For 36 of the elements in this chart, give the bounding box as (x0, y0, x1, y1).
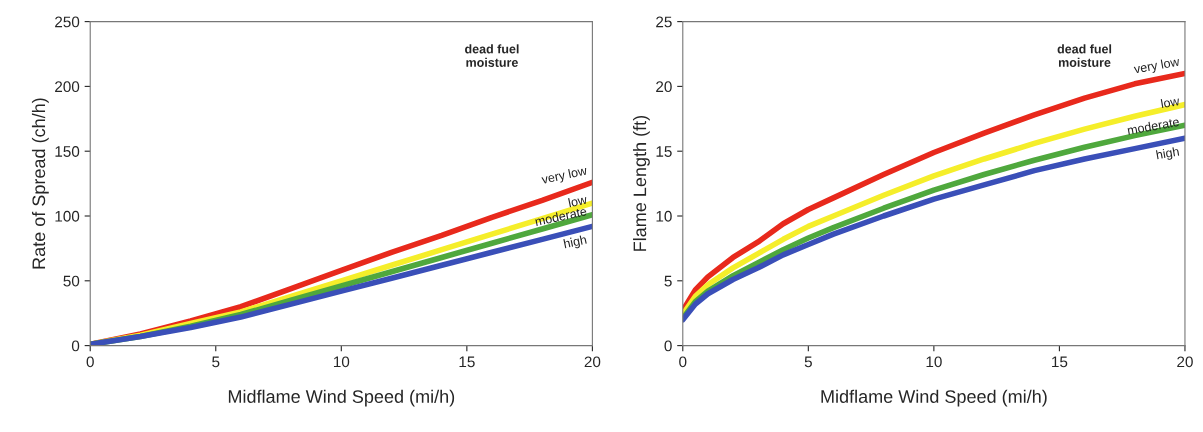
y-tick-label: 15 (656, 146, 672, 157)
x-tick-label: 0 (86, 356, 94, 368)
x-tick-label: 10 (926, 356, 942, 368)
x-tick-label: 20 (1177, 356, 1193, 368)
text: moderate (1127, 116, 1180, 135)
text: low (1160, 96, 1181, 109)
y-tick-label: 200 (55, 81, 80, 93)
x-tick-label: 5 (804, 356, 812, 368)
y-tick-label: 100 (55, 210, 80, 222)
y-tick-label: 0 (664, 340, 672, 352)
x-tick-label: 0 (679, 356, 687, 368)
x-tick-label: 15 (459, 356, 475, 368)
x-tick-label: 10 (333, 356, 350, 368)
y-tick-label: 0 (71, 340, 80, 352)
text: low (568, 194, 588, 208)
y-axis-title: Rate of Spread (ch/h) (31, 98, 49, 269)
x-tick-label: 20 (584, 356, 601, 368)
text: high (563, 234, 588, 251)
y-tick-label: 50 (63, 275, 80, 287)
text: very low (1133, 56, 1181, 77)
x-axis-title: Midflame Wind Speed (mi/h) (821, 389, 1047, 407)
text: high (1155, 146, 1180, 162)
text: moderate (534, 206, 587, 227)
x-axis-title: Midflame Wind Speed (mi/h) (228, 389, 455, 407)
y-tick-label: 5 (664, 275, 672, 287)
y-axis-title: Flame Length (ft) (632, 115, 650, 251)
text: very low (540, 165, 589, 187)
y-tick-label: 10 (656, 210, 672, 222)
legend-title: dead fuel moisture (465, 44, 519, 67)
y-tick-label: 150 (55, 146, 80, 157)
x-tick-label: 15 (1052, 356, 1068, 368)
y-tick-label: 250 (55, 16, 80, 28)
legend-title: dead fuel moisture (1057, 44, 1112, 67)
y-tick-label: 25 (656, 16, 672, 28)
y-tick-label: 20 (656, 81, 672, 93)
x-tick-label: 5 (212, 356, 220, 368)
